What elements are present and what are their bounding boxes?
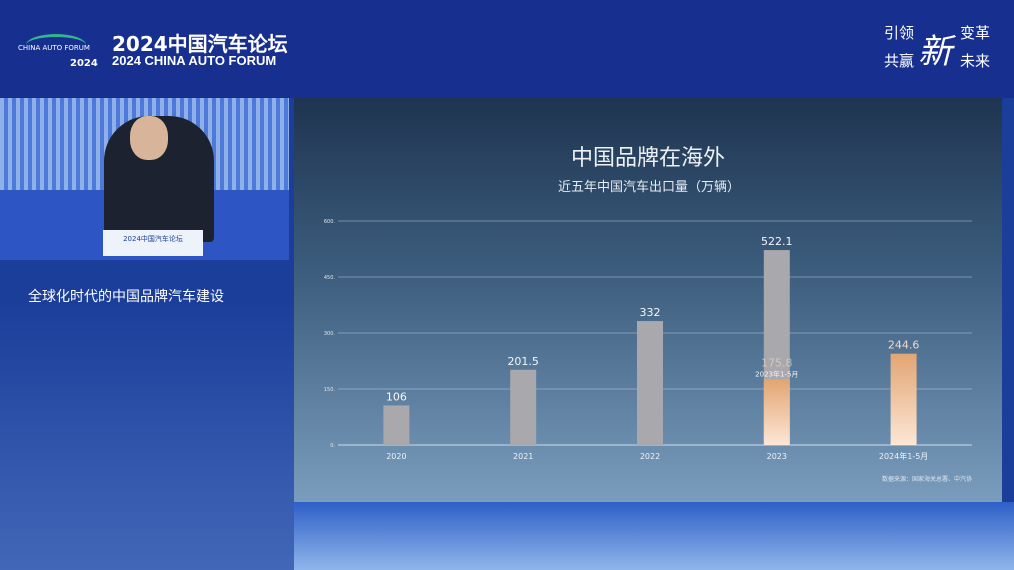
slide-title: 中国品牌在海外 (570, 146, 725, 171)
slogan-b: 变革 (960, 24, 991, 42)
bar-value-label: 175.8 (761, 356, 793, 369)
bar-total (383, 405, 410, 445)
bar-value-label: 522.1 (761, 235, 793, 248)
y-tick-label: 0. (330, 443, 335, 449)
bar-chart: 0. 150. 300. 450. 600. 2020 106 2021 201.5 2022 33… (324, 219, 972, 461)
slogan-d: 未来 (960, 52, 991, 70)
bar-value-label: 106 (386, 390, 407, 403)
bar-jan-may (763, 379, 790, 445)
x-tick-label: 2021 (513, 452, 533, 461)
x-tick-label: 2020 (386, 452, 406, 461)
bar-value-label: 201.5 (507, 355, 538, 368)
header: CHINA AUTO FORUM 2024 2024中国汽车论坛 2024 CH… (0, 0, 1014, 98)
bar-value-label: 332 (640, 306, 661, 319)
logo-text: CHINA AUTO FORUM (18, 44, 90, 52)
bar-value-label: 244.6 (888, 339, 920, 352)
forum-title-cn: 2024中国汽车论坛 (112, 32, 288, 56)
y-tick-label: 450. (324, 275, 336, 281)
x-tick-label: 2022 (640, 452, 660, 461)
bar-total (510, 369, 537, 445)
slogan: 引领 新 变革 共赢 未来 (868, 22, 998, 72)
forum-logo: CHINA AUTO FORUM 2024 (18, 34, 102, 72)
slogan-big: 新 (918, 32, 952, 72)
slide-panel: 0. 150. 300. 450. 600. 2020 106 2021 201.5 2022 33… (294, 98, 1002, 502)
cityscape-background (0, 300, 294, 570)
talk-caption: 全球化时代的中国品牌汽车建设 (28, 289, 224, 305)
bar-total (637, 321, 663, 445)
x-tick-label: 2024年1-5月 (879, 451, 928, 461)
speaker-video: 2024中国汽车论坛 (0, 98, 289, 260)
data-source: 数据来源：国家海关总署、中汽协 (881, 476, 972, 483)
y-tick-label: 600. (324, 219, 336, 225)
x-tick-label: 2023 (767, 452, 787, 461)
slide-subtitle: 近五年中国汽车出口量（万辆） (558, 180, 741, 195)
forum-title-en: 2024 CHINA AUTO FORUM (112, 53, 277, 68)
slogan-a: 引领 (884, 24, 915, 42)
bar-note-label: 2023年1-5月 (755, 369, 798, 378)
slogan-c: 共赢 (884, 52, 915, 70)
logo-year: 2024 (70, 58, 98, 69)
bottom-background (294, 502, 1014, 570)
bar-jan-may (890, 353, 917, 445)
podium: 2024中国汽车论坛 (103, 230, 203, 256)
y-tick-label: 300. (324, 331, 336, 337)
y-tick-label: 150. (324, 387, 336, 393)
